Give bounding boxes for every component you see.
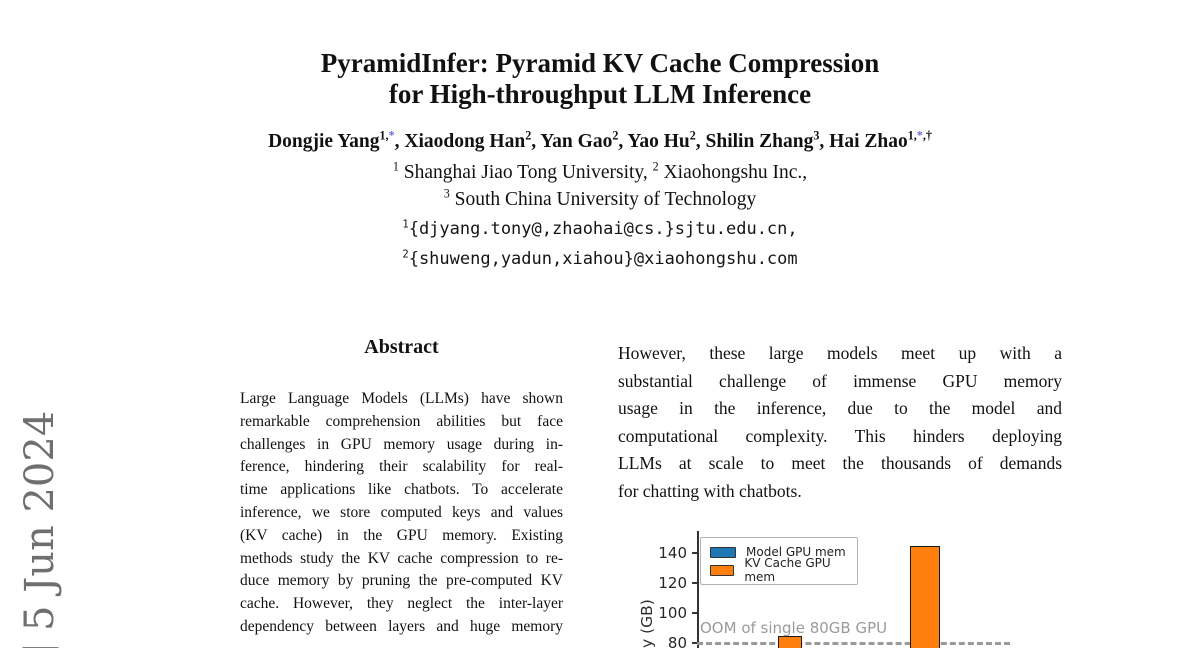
y-tick-label: 140 (658, 544, 687, 562)
y-tick-label: 80 (667, 634, 687, 648)
oom-annotation: OOM of single 80GB GPU (700, 619, 888, 637)
author-superscript: 3 (443, 186, 450, 201)
email-line-1: 1{djyang.tony@,zhaohai@cs.}sjtu.edu.cn, (0, 219, 1200, 239)
abstract-text-line: challenges in GPU memory usage during in… (240, 435, 563, 453)
author-superscript: 2 (689, 128, 696, 143)
author-superscript: 1, (379, 128, 389, 143)
intro-text-line: for chatting with chatbots. (618, 480, 802, 501)
author-superscript: ,† (922, 128, 932, 143)
author-superscript: 2 (652, 159, 659, 174)
author-superscript: * (916, 128, 923, 143)
y-tick-mark (692, 552, 697, 554)
abstract-text-line: inference, we store computed keys and va… (240, 503, 563, 521)
paper-title: PyramidInfer: Pyramid KV Cache Compressi… (0, 48, 1200, 110)
y-tick-mark (692, 612, 697, 614)
text-segment: South China University of Technology (449, 189, 757, 210)
author-superscript: 1 (402, 218, 409, 231)
text-segment: Xiaohongshu Inc., (658, 162, 808, 183)
kv-cache-bar (910, 545, 940, 648)
text-segment: , Xiaodong Han (394, 131, 526, 152)
text-segment: , Shilin Zhang (695, 131, 814, 152)
abstract-column: Abstract Large Language Models (LLMs) ha… (240, 336, 563, 639)
legend-item: KV Cache GPU mem (710, 556, 857, 584)
author-superscript: * (388, 128, 395, 143)
title-line-1: PyramidInfer: Pyramid KV Cache Compressi… (320, 48, 880, 78)
legend-box: Model GPU mem KV Cache GPU mem (700, 537, 858, 585)
legend-item: Model GPU mem (710, 544, 857, 560)
y-tick-mark (692, 642, 697, 644)
intro-text-line: substantial challenge of immense GPU mem… (618, 370, 1062, 391)
text-segment: Shanghai Jiao Tong University, (398, 162, 653, 183)
author-superscript: 1, (907, 128, 917, 143)
oom-threshold-line (697, 641, 1010, 645)
author-superscript: 2 (402, 248, 409, 261)
text-segment: {djyang.tony@,zhaohai@cs.}sjtu.edu.cn, (408, 219, 798, 239)
text-segment: , Hai Zhao (819, 131, 908, 152)
author-superscript: 2 (525, 128, 532, 143)
text-segment: , Yao Hu (618, 131, 690, 152)
legend-color-swatch (710, 564, 735, 576)
intro-column: However, these large models meet up with… (618, 340, 1062, 506)
gpu-memory-bar-chart: 140 120 100 80 OOM of single 80GB GPU y (GB) M… (630, 523, 1090, 648)
text-segment: {shuweng,yadun,xiahou}@xiaohongshu.com (408, 249, 798, 269)
y-axis-label: y (GB) (638, 599, 656, 648)
intro-text-line: computational complexity. This hinders d… (618, 425, 1062, 446)
legend-label: KV Cache GPU mem (744, 556, 831, 584)
abstract-body: Large Language Models (LLMs) have shown r… (240, 388, 563, 639)
abstract-text-line: dependency between layers and huge memor… (240, 617, 563, 635)
author-superscript: 3 (813, 128, 820, 143)
intro-paragraph: However, these large models meet up with… (618, 340, 1062, 506)
abstract-text-line: (KV cache) in the GPU memory. Existing (240, 526, 563, 544)
y-tick-mark (692, 582, 697, 584)
title-line-2: for High-throughput LLM Inference (388, 79, 812, 109)
kv-cache-bar (778, 635, 802, 648)
abstract-text-line: Large Language Models (LLMs) have shown (240, 390, 563, 407)
email-line-2: 2{shuweng,yadun,xiahou}@xiaohongshu.com (0, 249, 1200, 269)
legend-label: Model GPU mem (746, 545, 846, 559)
abstract-text-line: ference, hindering their scalability for… (240, 458, 563, 476)
text-segment: , Yan Gao (531, 131, 613, 152)
abstract-text-line: cache. However, they neglect the inter-l… (240, 595, 563, 613)
y-tick-label: 120 (658, 574, 687, 592)
abstract-text-line: time applications like chatbots. To acce… (240, 481, 563, 499)
intro-text-line: usage in the inference, due to the model… (618, 398, 1062, 419)
y-tick-label: 100 (658, 604, 687, 622)
author-superscript: 2 (612, 128, 619, 143)
abstract-text-line: methods study the KV cache compression t… (240, 549, 563, 567)
abstract-text-line: remarkable comprehension abilities but f… (240, 412, 563, 430)
intro-text-line: However, these large models meet up with… (618, 343, 1062, 363)
affiliation-line-1: 1 Shanghai Jiao Tong University, 2 Xiaoh… (0, 159, 1200, 184)
authors-line: Dongjie Yang1,*, Xiaodong Han2, Yan Gao2… (0, 128, 1200, 153)
abstract-heading: Abstract (364, 336, 439, 358)
intro-text-line: LLMs at scale to meet the thousands of d… (618, 453, 1062, 474)
abstract-text-line: duce memory by pruning the pre-computed … (240, 572, 563, 590)
author-superscript: 1 (392, 159, 399, 174)
arxiv-watermark: ] 5 Jun 2024 (17, 410, 63, 648)
affiliation-line-2: 3 South China University of Technology (0, 186, 1200, 211)
legend-color-swatch (710, 546, 736, 558)
text-segment: Dongjie Yang (268, 131, 380, 152)
y-axis-spine (697, 531, 699, 648)
